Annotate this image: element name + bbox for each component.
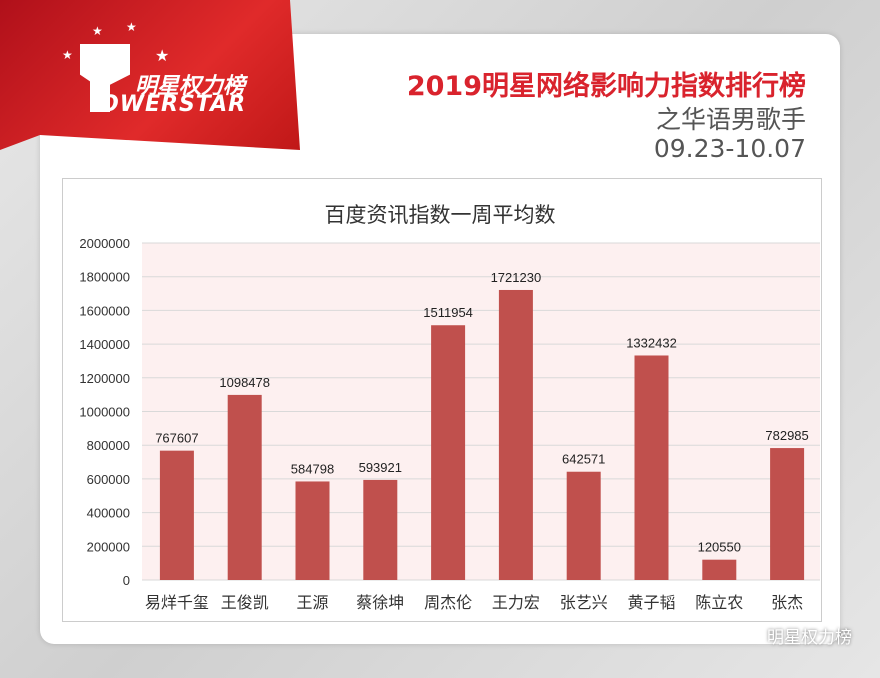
x-tick-label: 王俊凯: [221, 594, 269, 612]
x-tick-label: 陈立农: [695, 594, 743, 612]
y-tick-label: 1800000: [79, 270, 130, 285]
date-range: 09.23-10.07: [653, 134, 806, 163]
y-tick-label: 1200000: [79, 371, 130, 386]
y-tick-label: 600000: [87, 472, 130, 487]
x-tick-label: 易烊千玺: [145, 594, 209, 612]
y-tick-label: 400000: [87, 506, 130, 521]
x-tick-label: 蔡徐坤: [356, 594, 404, 612]
data-label: 1511954: [423, 305, 473, 320]
logo-banner: [0, 0, 300, 150]
y-tick-label: 0: [123, 573, 130, 588]
x-tick-label: 王源: [296, 594, 328, 612]
bar: [498, 289, 533, 580]
y-tick-label: 2000000: [79, 236, 130, 251]
x-tick-label: 黄子韬: [627, 594, 675, 612]
star-icon: ★: [155, 46, 170, 65]
data-label: 782985: [765, 428, 808, 443]
data-label: 767607: [155, 431, 198, 446]
watermark: 明星权力榜: [767, 628, 852, 648]
data-label: 584798: [291, 461, 334, 476]
x-tick-label: 张艺兴: [560, 594, 608, 612]
x-tick-label: 王力宏: [492, 594, 540, 612]
y-tick-label: 800000: [87, 438, 130, 453]
data-label: 1098478: [219, 375, 270, 390]
bar: [227, 394, 262, 580]
bar: [634, 355, 669, 580]
star-icon: ★: [92, 24, 103, 38]
logo-text-cn: 明星权力榜: [135, 74, 246, 99]
bar: [295, 481, 330, 580]
bar: [566, 471, 601, 580]
y-tick-label: 1600000: [79, 303, 130, 318]
y-tick-label: 1400000: [79, 337, 130, 352]
bar: [431, 325, 466, 580]
page-subtitle: 之华语男歌手: [655, 105, 806, 134]
bar: [159, 450, 194, 580]
star-icon: ★: [126, 20, 137, 34]
bar: [770, 448, 805, 580]
y-tick-label: 200000: [87, 539, 130, 554]
logo-text-en: OWERSTAR: [100, 92, 247, 117]
data-label: 120550: [698, 540, 741, 555]
x-tick-label: 周杰伦: [424, 594, 472, 612]
page-title: 2019明星网络影响力指数排行榜: [406, 71, 806, 102]
y-tick-label: 1000000: [79, 405, 130, 420]
bar: [702, 559, 737, 580]
data-label: 593921: [359, 460, 402, 475]
data-label: 1332432: [626, 335, 677, 350]
data-label: 1721230: [491, 270, 542, 285]
bar: [363, 479, 398, 580]
star-icon: ★: [62, 48, 73, 62]
x-tick-label: 张杰: [771, 594, 803, 612]
data-label: 642571: [562, 452, 605, 467]
chart-title: 百度资讯指数一周平均数: [325, 204, 556, 227]
